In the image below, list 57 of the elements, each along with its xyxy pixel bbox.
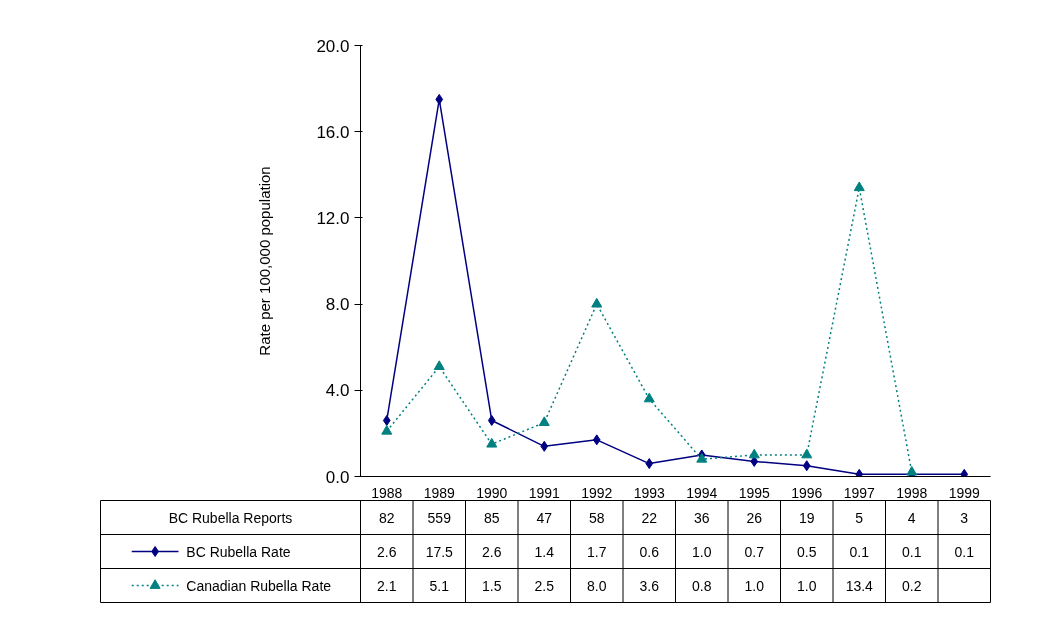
text: 5	[855, 509, 864, 526]
data-label: 5.1	[429, 577, 450, 594]
x-tick-label: 1996	[791, 484, 823, 501]
legend-label: Canadian Rubella Rate	[186, 577, 332, 594]
data-label: 3.6	[639, 577, 660, 594]
x-tick-label: 1995	[738, 484, 771, 501]
y-tick-label: 20.0	[316, 36, 350, 56]
text: BC Rubella Reports	[168, 509, 293, 526]
data-label: 0.1	[902, 543, 922, 560]
y-tick-label: 0.0	[325, 467, 350, 487]
data-label: 2.5	[534, 577, 555, 594]
text: 85	[483, 509, 500, 526]
data-label: 2.1	[377, 577, 397, 594]
data-label: 0.8	[692, 577, 712, 594]
data-label: 17.5	[425, 543, 454, 560]
y-axis-title: Rate per 100,000 population	[256, 166, 274, 356]
data-label: 0.6	[639, 543, 660, 560]
data-label: 0.7	[744, 543, 765, 560]
x-tick-label: 1993	[633, 484, 666, 501]
x-tick-label: 1999	[948, 484, 981, 501]
y-tick-label: 8.0	[325, 295, 350, 315]
data-label: 1.0	[744, 577, 765, 594]
x-tick-label: 1989	[423, 484, 456, 501]
data-label: 0.1	[954, 543, 975, 560]
text: 58	[588, 509, 605, 526]
text: 22	[641, 509, 658, 526]
data-label: 1.5	[482, 577, 502, 594]
x-tick-label: 1990	[476, 484, 508, 501]
data-label: 0.1	[849, 543, 870, 560]
y-tick-label: 12.0	[316, 208, 350, 228]
data-label: 0.2	[902, 577, 922, 594]
text: 559	[427, 509, 452, 526]
legend-label: BC Rubella Rate	[186, 543, 291, 560]
y-tick-label: 4.0	[325, 381, 350, 401]
data-label: 1.4	[534, 543, 555, 560]
text: 26	[746, 509, 763, 526]
data-label: 0.5	[797, 543, 817, 560]
text: 47	[536, 509, 553, 526]
x-tick-label: 1991	[528, 484, 561, 501]
x-tick-label: 1998	[896, 484, 928, 501]
data-label: 1.0	[692, 543, 712, 560]
x-tick-label: 1997	[843, 484, 876, 501]
text: 4	[907, 509, 916, 526]
x-tick-label: 1994	[686, 484, 718, 501]
text: 19	[798, 509, 815, 526]
data-label: 2.6	[482, 543, 502, 560]
text: 36	[693, 509, 710, 526]
y-tick-label: 16.0	[316, 122, 350, 142]
data-label: 2.6	[377, 543, 397, 560]
data-label: 8.0	[587, 577, 607, 594]
text: 82	[378, 509, 395, 526]
data-label: 1.7	[587, 543, 607, 560]
x-tick-label: 1988	[371, 484, 403, 501]
data-label: 13.4	[845, 577, 874, 594]
x-tick-label: 1992	[581, 484, 613, 501]
data-label: 1.0	[797, 577, 817, 594]
text: 3	[960, 509, 969, 526]
